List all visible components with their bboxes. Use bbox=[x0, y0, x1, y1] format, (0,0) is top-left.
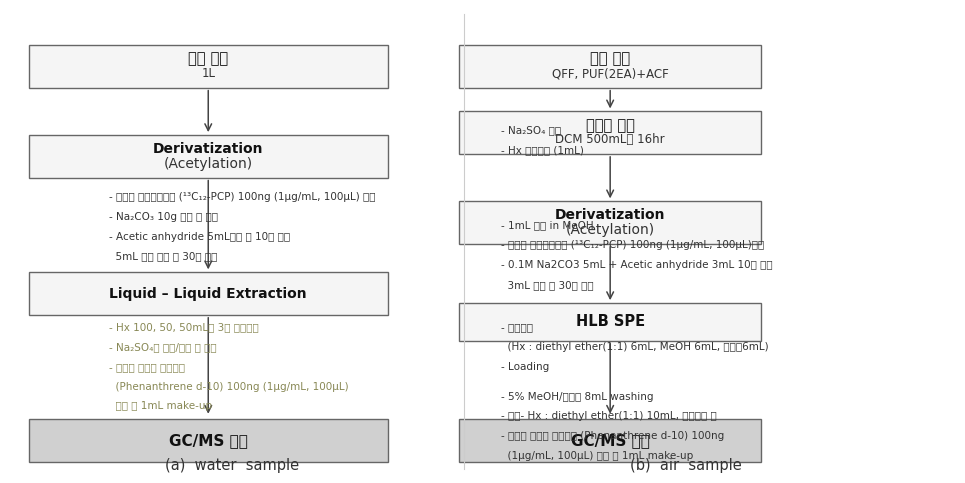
Text: Liquid – Liquid Extraction: Liquid – Liquid Extraction bbox=[109, 286, 307, 300]
FancyBboxPatch shape bbox=[29, 419, 388, 462]
FancyBboxPatch shape bbox=[29, 45, 388, 88]
FancyBboxPatch shape bbox=[29, 272, 388, 315]
Text: 주입 후 1mL make-up: 주입 후 1mL make-up bbox=[109, 401, 212, 412]
Text: 1L: 1L bbox=[202, 67, 215, 80]
FancyBboxPatch shape bbox=[458, 303, 761, 341]
Text: - Na₂SO₄로 건조/필터 후 농축: - Na₂SO₄로 건조/필터 후 농축 bbox=[109, 342, 216, 352]
Text: - 컨디셔닝: - 컨디셔닝 bbox=[502, 322, 534, 332]
Text: QFF, PUF(2EA)+ACF: QFF, PUF(2EA)+ACF bbox=[552, 67, 669, 80]
Text: 5mL 주가 쳊가 후 30분 교반: 5mL 주가 쳊가 후 30분 교반 bbox=[109, 252, 217, 261]
Text: (a)  water  sample: (a) water sample bbox=[165, 458, 299, 473]
Text: - 실린지 쳊가용 표준물질: - 실린지 쳊가용 표준물질 bbox=[109, 362, 185, 372]
Text: - 정제용 내부표준물질 (¹³C₁₂-PCP) 100ng (1μg/mL, 100μL)주입: - 정제용 내부표준물질 (¹³C₁₂-PCP) 100ng (1μg/mL, … bbox=[502, 240, 764, 250]
Text: (Phenanthrene d-10) 100ng (1μg/mL, 100μL): (Phenanthrene d-10) 100ng (1μg/mL, 100μL… bbox=[109, 382, 348, 392]
Text: (Hx : diethyl ether(1:1) 6mL, MeOH 6mL, 증류쉴6mL): (Hx : diethyl ether(1:1) 6mL, MeOH 6mL, … bbox=[502, 342, 769, 352]
FancyBboxPatch shape bbox=[29, 135, 388, 178]
Text: DCM 500mL로 16hr: DCM 500mL로 16hr bbox=[555, 133, 665, 146]
Text: - Loading: - Loading bbox=[502, 362, 550, 372]
Text: 3mL 추가 후 30분 교반: 3mL 추가 후 30분 교반 bbox=[502, 280, 594, 290]
Text: GC/MS 분석: GC/MS 분석 bbox=[570, 433, 649, 448]
FancyBboxPatch shape bbox=[458, 45, 761, 88]
Text: Derivatization: Derivatization bbox=[555, 208, 666, 222]
FancyBboxPatch shape bbox=[458, 201, 761, 244]
FancyBboxPatch shape bbox=[458, 111, 761, 154]
Text: Derivatization: Derivatization bbox=[153, 142, 263, 156]
Text: - 1mL 시료 in MeOH: - 1mL 시료 in MeOH bbox=[502, 220, 594, 230]
Text: - Na₂SO₄ 탈수: - Na₂SO₄ 탈수 bbox=[502, 126, 562, 136]
Text: 속실랣 주셀: 속실랣 주셀 bbox=[586, 118, 635, 133]
Text: - 0.1M Na2CO3 5mL + Acetic anhydride 3mL 10분 교반: - 0.1M Na2CO3 5mL + Acetic anhydride 3mL… bbox=[502, 260, 773, 270]
Text: - Hx 용매전환 (1mL): - Hx 용매전환 (1mL) bbox=[502, 145, 584, 156]
Text: 시료 체취: 시료 체취 bbox=[591, 52, 630, 67]
Text: (Acetylation): (Acetylation) bbox=[164, 156, 253, 170]
Text: (Acetylation): (Acetylation) bbox=[565, 223, 654, 237]
FancyBboxPatch shape bbox=[458, 419, 761, 462]
Text: (b)  air  sample: (b) air sample bbox=[630, 458, 742, 473]
Text: - Acetic anhydride 5mL쳊가 후 10분 교반: - Acetic anhydride 5mL쳊가 후 10분 교반 bbox=[109, 231, 290, 242]
Text: - 실린지 쳊가용 표준물질 (Phenanthrene d-10) 100ng: - 실린지 쳊가용 표준물질 (Phenanthrene d-10) 100ng bbox=[502, 431, 725, 441]
Text: 시료 체취: 시료 체취 bbox=[188, 52, 229, 67]
Text: HLB SPE: HLB SPE bbox=[575, 314, 645, 329]
Text: GC/MS 분석: GC/MS 분석 bbox=[169, 433, 248, 448]
Text: - Na₂CO₃ 10g 쳊가 후 교반: - Na₂CO₃ 10g 쳊가 후 교반 bbox=[109, 212, 218, 222]
Text: (1μg/mL, 100μL) 주입 후 1mL make-up: (1μg/mL, 100μL) 주입 후 1mL make-up bbox=[502, 451, 694, 461]
Text: - 정제용 내부표준물질 (¹³C₁₂-PCP) 100ng (1μg/mL, 100μL) 주입: - 정제용 내부표준물질 (¹³C₁₂-PCP) 100ng (1μg/mL, … bbox=[109, 192, 375, 202]
Text: - 용술- Hx : diethyl ether(1:1) 10mL, 질소농축 후: - 용술- Hx : diethyl ether(1:1) 10mL, 질소농축… bbox=[502, 412, 717, 422]
Text: - 5% MeOH/증류수 8mL washing: - 5% MeOH/증류수 8mL washing bbox=[502, 392, 654, 401]
Text: - Hx 100, 50, 50mL로 3회 주출실시: - Hx 100, 50, 50mL로 3회 주출실시 bbox=[109, 322, 259, 332]
